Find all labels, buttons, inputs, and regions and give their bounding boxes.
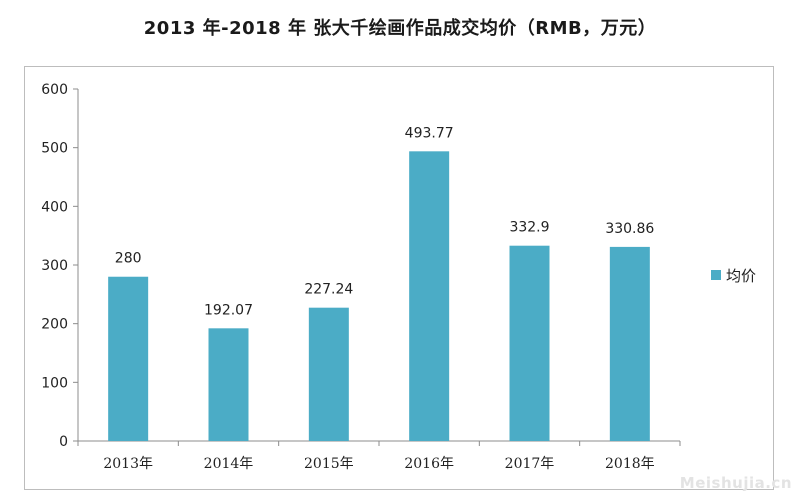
x-tick-label: 2017年 xyxy=(505,456,555,472)
x-tick-label: 2018年 xyxy=(605,456,655,472)
legend-label: 均价 xyxy=(726,267,756,285)
x-tick-label: 2013年 xyxy=(103,456,153,472)
data-label: 332.9 xyxy=(509,220,549,236)
data-label: 493.77 xyxy=(405,125,454,141)
bar xyxy=(609,246,650,441)
y-tick-label: 400 xyxy=(41,199,68,215)
data-label: 330.86 xyxy=(605,221,654,237)
bar xyxy=(308,307,349,441)
bar xyxy=(108,276,149,441)
data-label: 227.24 xyxy=(304,282,353,298)
y-tick-label: 600 xyxy=(41,82,68,98)
y-tick-label: 500 xyxy=(41,141,68,157)
data-label: 280 xyxy=(115,251,142,267)
bar xyxy=(509,245,550,441)
y-tick-label: 0 xyxy=(59,434,68,450)
chart-title: 2013 年-2018 年 张大千绘画作品成交均价（RMB，万元） xyxy=(143,18,657,39)
y-tick-label: 300 xyxy=(41,258,68,274)
x-tick-label: 2015年 xyxy=(304,456,354,472)
y-tick-label: 100 xyxy=(41,375,68,391)
bar xyxy=(208,328,249,441)
bar xyxy=(409,151,450,441)
x-tick-label: 2014年 xyxy=(204,456,254,472)
data-label: 192.07 xyxy=(204,302,253,318)
x-tick-label: 2016年 xyxy=(404,456,454,472)
watermark: Meishujia.cn xyxy=(679,474,792,492)
legend-swatch xyxy=(711,270,721,280)
y-tick-label: 200 xyxy=(41,317,68,333)
plot-frame xyxy=(24,66,774,490)
